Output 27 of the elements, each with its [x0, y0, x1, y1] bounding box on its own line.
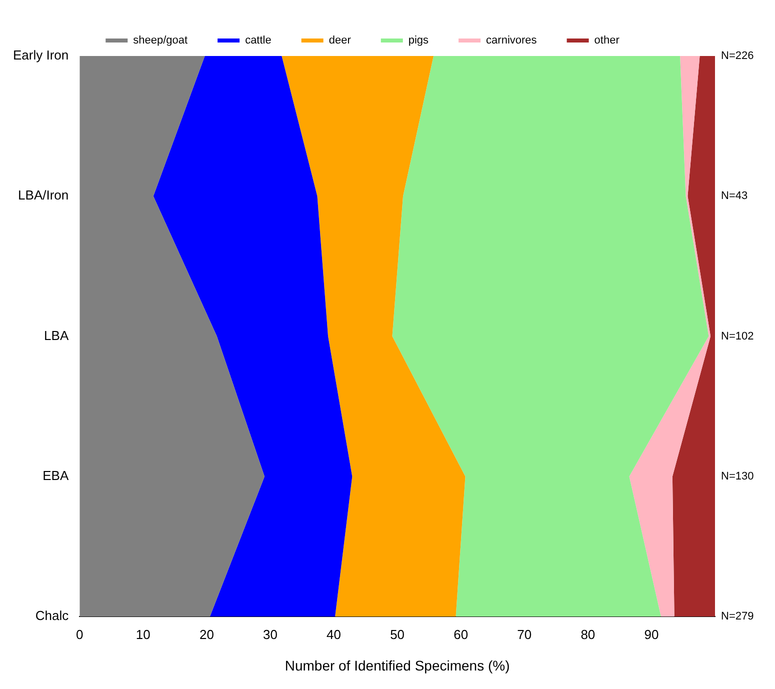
y-tick-label: EBA	[42, 468, 69, 484]
legend-label: pigs	[408, 34, 430, 47]
y-tick-label: Early Iron	[12, 48, 69, 63]
text: N=130	[721, 470, 754, 482]
x-tick-label: 30	[263, 626, 278, 642]
x-tick-label: 40	[326, 626, 342, 642]
x-tick-label: 90	[644, 626, 659, 642]
legend-label: carnivores	[486, 34, 538, 47]
legend-label: cattle	[245, 34, 272, 47]
legend-label: deer	[328, 34, 352, 47]
legend-label: other	[594, 34, 620, 47]
text: N=226	[721, 50, 754, 62]
text: N=102	[721, 330, 754, 342]
x-axis-title: Number of Identified Specimens (%)	[284, 657, 510, 674]
x-tick-label: 0	[76, 626, 84, 642]
legend-label: sheep/goat	[133, 34, 188, 47]
x-tick-label: 80	[580, 626, 596, 642]
x-tick-label: 60	[454, 626, 468, 642]
x-tick-label: 70	[517, 626, 532, 642]
y-tick-label: LBA/Iron	[18, 188, 69, 203]
text: N=43	[721, 190, 748, 202]
text: N=279	[721, 610, 754, 623]
x-tick-label: 10	[136, 626, 150, 642]
x-tick-label: 50	[390, 626, 405, 642]
x-tick-label: 20	[199, 626, 214, 642]
y-tick-label: Chalc	[35, 608, 70, 624]
y-tick-label: LBA	[44, 328, 69, 343]
